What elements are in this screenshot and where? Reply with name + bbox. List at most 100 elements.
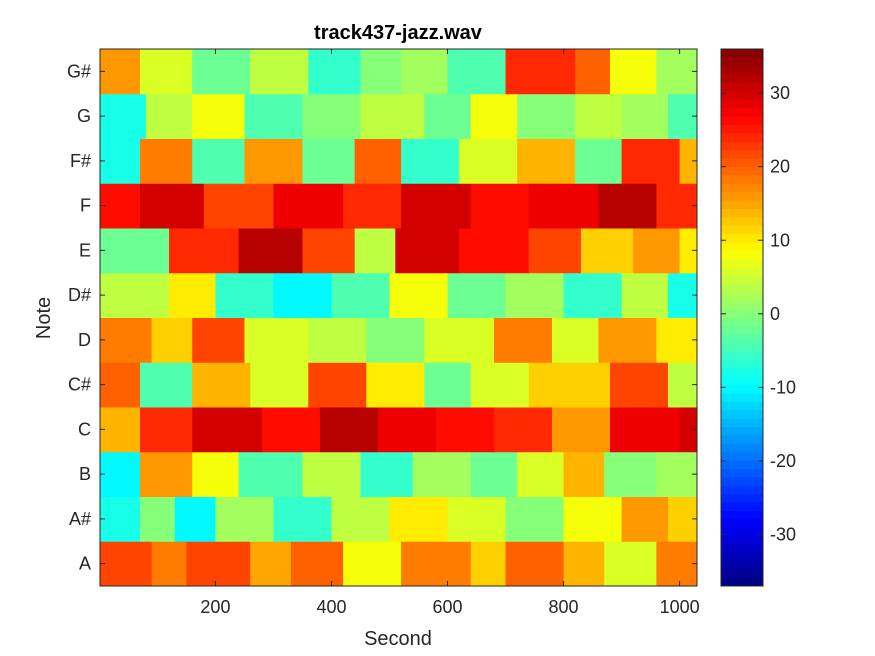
- colorbar-swatch: [721, 99, 763, 109]
- heatmap-cell-csharp: [250, 362, 309, 408]
- colorbar-frame: [720, 48, 764, 587]
- heatmap-cell-dsharp: [447, 272, 507, 318]
- heatmap-cell-gsharp: [447, 49, 507, 95]
- heatmap-cell-c: [192, 407, 263, 453]
- heatmap-cell-gsharp: [360, 49, 402, 95]
- colorbar-swatch: [721, 502, 763, 511]
- colorbar-tick-label: 20: [770, 157, 790, 177]
- heatmap-cell-g: [100, 93, 147, 139]
- colorbar-swatch: [721, 90, 763, 100]
- heatmap-cell-d: [598, 317, 657, 363]
- heatmap-cell-e: [679, 228, 698, 274]
- colorbar-swatch: [721, 49, 763, 58]
- heatmap-cell-fsharp: [459, 138, 518, 184]
- heatmap-cell-dsharp: [100, 272, 170, 318]
- heatmap-cell-c: [100, 407, 141, 453]
- heatmap-cell-fsharp: [100, 138, 141, 184]
- colorbar-swatch: [721, 107, 763, 117]
- y-tick-label: A: [79, 554, 91, 574]
- heatmap-cell-csharp: [424, 362, 472, 408]
- heatmap-cell-d: [100, 317, 153, 363]
- heatmap-cell-b: [192, 451, 240, 497]
- heatmap-cell-f: [528, 183, 599, 229]
- heatmap-cell-e: [169, 228, 240, 274]
- x-axis: 200 400 600 800 1000: [200, 49, 700, 617]
- heatmap-cell-c: [435, 407, 495, 453]
- heatmap-cell-dsharp: [621, 272, 669, 318]
- colorbar-swatch: [721, 250, 763, 260]
- heatmap-cell-c: [377, 407, 437, 453]
- heatmap-cell-c: [679, 407, 698, 453]
- heatmap-cell-asharp: [563, 496, 623, 542]
- heatmap-cell-a: [186, 541, 251, 587]
- colorbar-swatch: [721, 267, 763, 277]
- heatmap-cell-fsharp: [302, 138, 356, 184]
- heatmap-cell-f: [598, 183, 657, 229]
- heatmap-cell-b: [656, 451, 698, 497]
- heatmap-cell-a: [100, 541, 153, 587]
- heatmap-cell-g: [244, 93, 303, 139]
- heatmap-cell-g: [470, 93, 518, 139]
- heatmap-cell-f: [203, 183, 274, 229]
- heatmap-cell-gsharp: [505, 49, 576, 95]
- colorbar-swatch: [721, 434, 763, 444]
- colorbar-swatch: [721, 225, 763, 235]
- colorbar-swatch: [721, 82, 763, 92]
- heatmap-cell-e: [633, 228, 681, 274]
- colorbar-swatch: [721, 451, 763, 461]
- heatmap-cell-g: [360, 93, 425, 139]
- heatmap-cell-c: [609, 407, 681, 453]
- heatmap-cell-asharp: [273, 496, 332, 542]
- heatmap-cell-e: [302, 228, 356, 274]
- heatmap-cells: [100, 49, 698, 587]
- colorbar-swatch: [721, 535, 763, 545]
- colorbar-swatch: [721, 174, 763, 184]
- heatmap-cell-gsharp: [250, 49, 309, 95]
- colorbar-swatch: [721, 460, 763, 470]
- heatmap-cell-dsharp: [505, 272, 565, 318]
- y-tick-label: F#: [70, 151, 91, 171]
- heatmap-cell-dsharp: [389, 272, 449, 318]
- heatmap-cell-b: [412, 451, 472, 497]
- x-axis-label: Second: [364, 628, 432, 650]
- colorbar-swatch: [721, 401, 763, 411]
- x-tick-label: 200: [200, 597, 230, 617]
- heatmap-cell-b: [563, 451, 605, 497]
- heatmap-cell-asharp: [331, 496, 391, 542]
- heatmap-cell-f: [273, 183, 344, 229]
- y-tick-label: E: [79, 240, 91, 260]
- heatmap-cell-d: [424, 317, 495, 363]
- colorbar-swatch: [721, 216, 763, 226]
- heatmap-cell-f: [656, 183, 698, 229]
- x-tick-label: 800: [549, 597, 579, 617]
- heatmap-cell-csharp: [140, 362, 193, 408]
- heatmap-cell-a: [151, 541, 187, 587]
- colorbar-swatch: [721, 577, 763, 587]
- colorbar-tick-label: -30: [770, 525, 796, 545]
- x-tick-label: 400: [316, 597, 346, 617]
- heatmap-cell-c: [261, 407, 321, 453]
- heatmap-cell-gsharp: [100, 49, 141, 95]
- colorbar-swatch: [721, 443, 763, 453]
- heatmap-cell-f: [343, 183, 402, 229]
- colorbar-swatch: [721, 275, 763, 285]
- heatmap-cell-c: [319, 407, 379, 453]
- heatmap-cell-fsharp: [140, 138, 193, 184]
- heatmap-cell-csharp: [100, 362, 141, 408]
- colorbar-swatch: [721, 351, 763, 360]
- heatmap-cell-fsharp: [517, 138, 576, 184]
- colorbar-swatch: [721, 166, 763, 176]
- colorbar-swatch: [721, 325, 763, 335]
- x-tick-label: 1000: [660, 597, 700, 617]
- colorbar-swatch: [721, 116, 763, 126]
- heatmap-cell-e: [395, 228, 460, 274]
- heatmap-cell-g: [145, 93, 193, 139]
- colorbar-swatch: [721, 191, 763, 201]
- heatmap-cell-fsharp: [575, 138, 623, 184]
- colorbar-swatch: [721, 283, 763, 293]
- colorbar-swatch: [721, 241, 763, 251]
- heatmap-cell-a: [470, 541, 507, 587]
- heatmap-cell-g: [621, 93, 669, 139]
- heatmap-cell-b: [517, 451, 565, 497]
